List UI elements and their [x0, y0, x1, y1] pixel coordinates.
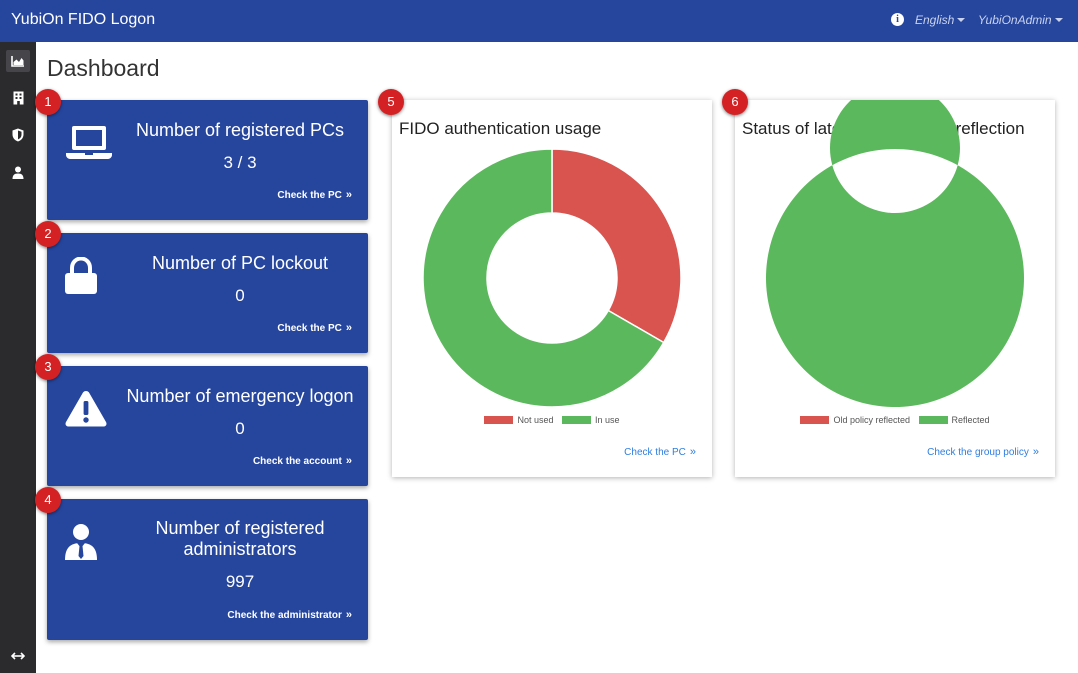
card-value: 0: [235, 286, 245, 305]
double-chevron-right-icon: »: [689, 446, 696, 458]
group-policy-panel: Status of latest group policy reflection…: [735, 100, 1055, 477]
card-title: Number of emergency logon: [126, 386, 354, 406]
link-label: Check the PC: [624, 447, 686, 458]
language-label: English: [915, 13, 955, 27]
user-label: YubiOnAdmin: [978, 13, 1052, 27]
fido-usage-chart: [422, 148, 682, 408]
check-group-policy-link[interactable]: Check the group policy»: [927, 446, 1039, 458]
arrows-horizontal-icon: [11, 652, 25, 660]
registered-administrators-card: Number of registered administrators 997 …: [47, 499, 368, 640]
shield-icon: [12, 128, 24, 142]
check-pc-link[interactable]: Check the PC»: [624, 446, 696, 458]
card-title: Number of registered PCs: [135, 120, 345, 140]
chart-slice-not-used[interactable]: [551, 148, 682, 344]
legend-label: In use: [595, 415, 620, 425]
card-value: 0: [235, 419, 245, 438]
top-navbar: YubiOn FIDO Logon i English YubiOnAdmin: [0, 0, 1078, 42]
user-dropdown[interactable]: YubiOnAdmin: [978, 13, 1063, 27]
app-title[interactable]: YubiOn FIDO Logon: [11, 11, 156, 28]
double-chevron-right-icon: »: [345, 189, 352, 201]
chart-legend: Old policy reflected Reflected: [735, 415, 1055, 425]
area-chart-icon: [11, 56, 24, 67]
legend-item[interactable]: In use: [562, 415, 620, 425]
card-value: 997: [225, 572, 255, 591]
link-label: Check the account: [252, 456, 342, 467]
chart-slice-in-use[interactable]: [422, 148, 665, 408]
sidebar-item-dashboard[interactable]: [6, 50, 30, 72]
language-dropdown[interactable]: English: [915, 13, 966, 27]
emergency-logon-card: Number of emergency logon 0 Check the ac…: [47, 366, 368, 486]
legend-item[interactable]: Reflected: [918, 415, 990, 425]
laptop-icon: [66, 126, 112, 159]
chart-slice-reflected[interactable]: [766, 100, 1024, 407]
panel-title: FIDO authentication usage: [399, 119, 602, 138]
legend-swatch: [800, 416, 830, 424]
step-badge: 4: [35, 487, 61, 513]
fido-usage-panel: FIDO authentication usage Not used In us…: [392, 100, 712, 477]
card-value: 3 / 3: [223, 153, 257, 172]
info-icon[interactable]: i: [891, 13, 904, 26]
sidebar: [0, 42, 36, 673]
chart-legend: Not used In use: [392, 415, 712, 425]
legend-label: Old policy reflected: [833, 415, 910, 425]
group-policy-chart: [766, 100, 1024, 407]
check-account-link[interactable]: Check the account»: [252, 455, 352, 467]
card-title: Number of registered administrators: [155, 518, 325, 559]
legend-item[interactable]: Not used: [484, 415, 553, 425]
registered-pcs-card: Number of registered PCs 3 / 3 Check the…: [47, 100, 368, 220]
check-pc-link[interactable]: Check the PC»: [277, 322, 352, 334]
pc-lockout-card: Number of PC lockout 0 Check the PC»: [47, 233, 368, 353]
legend-label: Reflected: [951, 415, 990, 425]
link-label: Check the group policy: [927, 447, 1029, 458]
check-pc-link[interactable]: Check the PC»: [277, 189, 352, 201]
legend-swatch: [918, 416, 948, 424]
sidebar-item-policy[interactable]: [6, 124, 30, 146]
legend-swatch: [562, 416, 591, 424]
double-chevron-right-icon: »: [1032, 446, 1039, 458]
step-badge: 1: [35, 89, 61, 115]
administrator-icon: [65, 524, 97, 560]
link-label: Check the PC: [277, 323, 342, 334]
step-badge: 5: [378, 89, 404, 115]
double-chevron-right-icon: »: [345, 455, 352, 467]
building-icon: [13, 91, 23, 105]
legend-label: Not used: [517, 415, 554, 425]
step-badge: 3: [35, 354, 61, 380]
caret-down-icon: [957, 18, 966, 22]
step-badge: 6: [722, 89, 748, 115]
double-chevron-right-icon: »: [345, 322, 352, 334]
warning-icon: [65, 391, 107, 427]
legend-item[interactable]: Old policy reflected: [800, 415, 910, 425]
double-chevron-right-icon: »: [345, 609, 352, 621]
link-label: Check the PC: [277, 190, 342, 201]
caret-down-icon: [1054, 18, 1063, 22]
sidebar-toggle-button[interactable]: [6, 645, 30, 667]
legend-swatch: [484, 416, 514, 424]
lock-icon: [65, 257, 97, 294]
sidebar-item-organization[interactable]: [6, 87, 30, 109]
link-label: Check the administrator: [227, 610, 342, 621]
user-icon: [12, 166, 24, 179]
step-badge: 2: [35, 221, 61, 247]
page-title: Dashboard: [47, 55, 160, 81]
sidebar-item-users[interactable]: [6, 161, 30, 183]
check-administrator-link[interactable]: Check the administrator»: [227, 609, 352, 621]
card-title: Number of PC lockout: [151, 253, 329, 273]
